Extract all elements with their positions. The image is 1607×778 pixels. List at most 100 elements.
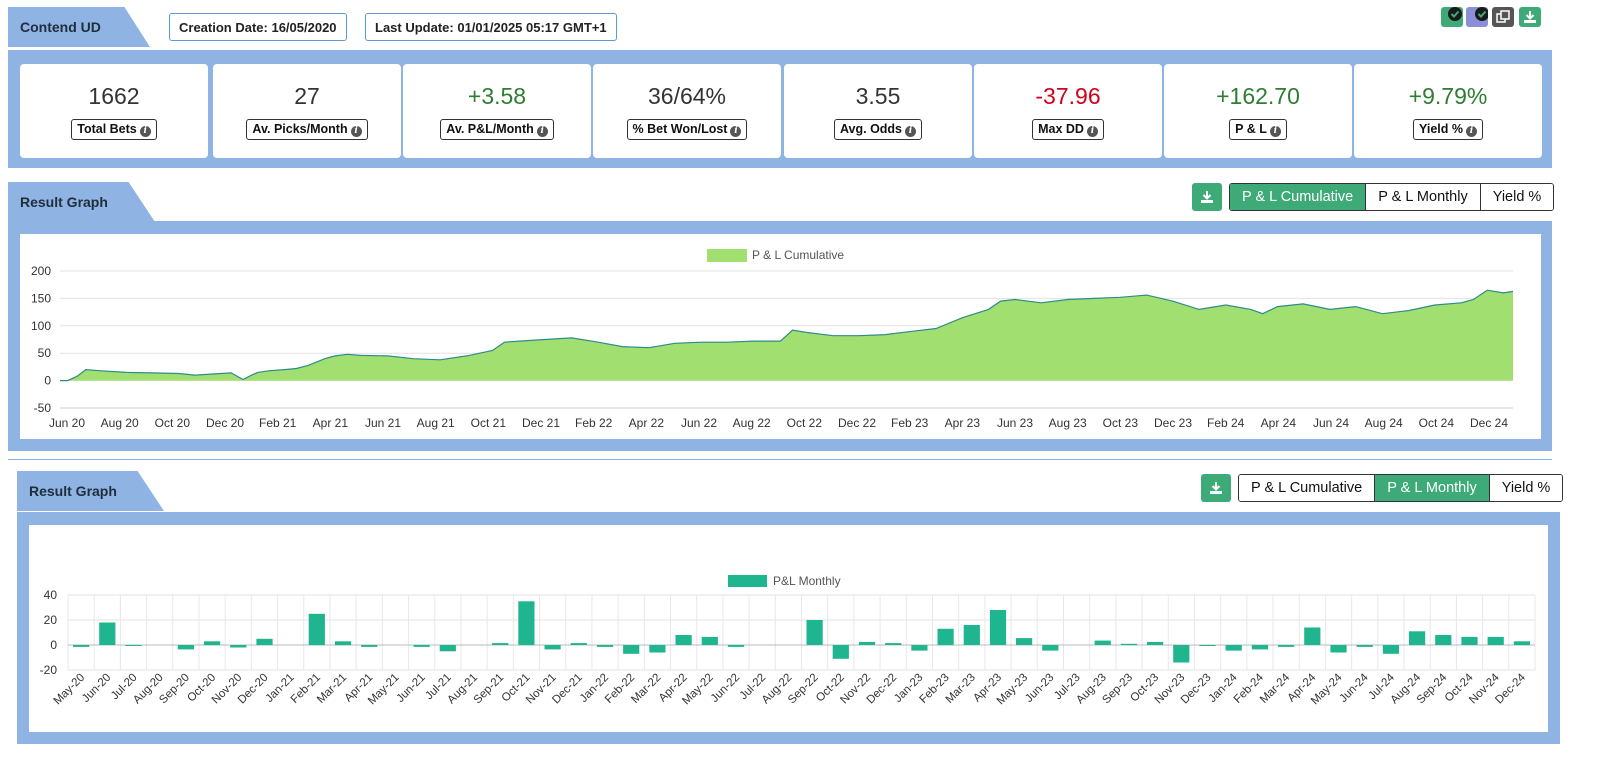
info-icon[interactable]: i (139, 126, 151, 137)
y-tick-label: 200 (31, 264, 51, 278)
stat-label[interactable]: % Bet Won/Lost i (626, 119, 748, 140)
bar (1409, 631, 1426, 646)
info-icon[interactable]: i (1269, 126, 1281, 137)
monthly-chart-svg: 40200-20May-20Jun-20Jul-20Aug-20Sep-20Oc… (40, 574, 1536, 707)
stat-label[interactable]: Av. P&L/Month i (440, 119, 554, 140)
graph2-toggle-group: P & L Cumulative P & L Monthly Yield % (1238, 474, 1564, 502)
bar (73, 645, 90, 647)
bar (649, 645, 666, 653)
tab-yield[interactable]: Yield % (1480, 184, 1554, 210)
bar (858, 641, 876, 645)
x-tick-label: Oct 22 (787, 416, 823, 430)
stat-value: +3.58 (467, 83, 527, 109)
graph1-title: Result Graph (8, 182, 155, 222)
info-icon[interactable]: i (350, 126, 362, 137)
tab-yield[interactable]: Yield % (1489, 475, 1563, 501)
bar (1199, 645, 1216, 646)
stat-card: 36/64% % Bet Won/Lost i (593, 64, 781, 158)
stat-label-text: P & L (1235, 122, 1267, 136)
x-tick-label: Oct 24 (1419, 416, 1455, 430)
x-tick-label: Apr 23 (945, 416, 981, 430)
bar (570, 643, 587, 645)
x-tick-label: Jun 21 (365, 416, 401, 430)
bar (230, 645, 247, 648)
stat-label[interactable]: Av. Picks/Month i (246, 119, 368, 140)
stat-value: 3.55 (855, 83, 901, 109)
bar (596, 645, 614, 647)
x-tick-label: Apr 22 (629, 416, 665, 430)
x-tick-label: Mar-24 (1258, 671, 1293, 706)
stat-label-text: Av. P&L/Month (446, 122, 534, 136)
check-icon[interactable] (1466, 7, 1489, 27)
x-tick-label: Dec 24 (1470, 416, 1508, 430)
legend-swatch (728, 575, 767, 587)
stat-card: +9.79% Yield % i (1354, 64, 1542, 158)
cumulative-chart: 200 150 100 50 0 -50 Jun 20 Aug 20 Oct 20 Dec 20 F… (20, 234, 1541, 439)
stat-label-text: Max DD (1038, 122, 1084, 136)
page-title: Contend UD (8, 7, 150, 47)
tab-pl-cumulative[interactable]: P & L Cumulative (1230, 184, 1367, 210)
info-icon[interactable]: i (536, 126, 548, 137)
bar (1251, 645, 1268, 650)
monthly-chart: 40 20 0 -20 May-20 Jun-20 Jul-20 Aug-20 Sep-20 Oc… (29, 525, 1548, 732)
info-icon[interactable]: i (905, 126, 917, 137)
bar (334, 641, 352, 646)
tab-pl-monthly[interactable]: P & L Monthly (1375, 475, 1490, 501)
stat-card: 27 Av. Picks/Month i (213, 64, 401, 158)
stat-card: 3.55 Avg. Odds i (784, 64, 972, 158)
graph1-toggle-group: P & L Cumulative P & L Monthly Yield % (1229, 183, 1555, 211)
creation-date: Creation Date: 16/05/2020 (169, 13, 347, 41)
bar (1435, 635, 1452, 645)
graph2-download-button[interactable] (1201, 474, 1231, 502)
bar (1356, 645, 1373, 647)
y-tick-label: 0 (50, 638, 57, 652)
x-tick-label: Sep-24 (1415, 671, 1450, 706)
stat-label[interactable]: Avg. Odds i (833, 119, 923, 140)
tab-pl-cumulative[interactable]: P & L Cumulative (1239, 475, 1376, 501)
bar (204, 641, 221, 646)
bar (623, 645, 640, 654)
bar (1042, 645, 1059, 651)
x-tick-label: Jun-24 (1337, 671, 1371, 705)
stat-value: +162.70 (1216, 83, 1300, 109)
bar (1330, 645, 1347, 653)
bar (1120, 643, 1137, 646)
y-tick-label: 150 (31, 291, 51, 305)
x-tick-label: Feb 23 (891, 416, 929, 430)
info-icon[interactable]: i (1086, 126, 1098, 137)
bar (1461, 636, 1478, 645)
pl-cumulative-line (60, 289, 1514, 382)
check-icon[interactable] (1441, 7, 1463, 27)
x-tick-label: Jun 23 (997, 416, 1033, 430)
stat-value: 27 (294, 83, 320, 109)
stat-label[interactable]: Yield % i (1413, 119, 1483, 140)
graph1-download-button[interactable] (1192, 183, 1222, 211)
stat-label-text: % Bet Won/Lost (632, 122, 728, 136)
stat-label-text: Av. Picks/Month (252, 122, 348, 136)
x-tick-label: Feb 21 (259, 416, 297, 430)
bar (963, 625, 980, 645)
x-tick-label: Aug 21 (417, 416, 455, 430)
stat-label[interactable]: Total Bets i (71, 119, 157, 140)
stat-label[interactable]: Max DD i (1032, 119, 1104, 140)
graph2-title: Result Graph (17, 471, 164, 511)
stat-card: -37.96 Max DD i (974, 64, 1162, 158)
legend-swatch (707, 249, 747, 262)
x-tick-label: Apr 21 (313, 416, 349, 430)
download-icon[interactable] (1519, 7, 1541, 27)
x-tick-label: Dec 23 (1154, 416, 1192, 430)
bar (177, 645, 194, 650)
bar (911, 645, 928, 651)
bar (806, 620, 823, 645)
bar (256, 638, 273, 646)
x-tick-label: Aug 24 (1365, 416, 1403, 430)
copy-icon[interactable] (1492, 7, 1514, 27)
info-icon[interactable]: i (730, 126, 742, 137)
y-tick-label: -50 (34, 401, 52, 415)
x-tick-label: Oct 23 (1103, 416, 1139, 430)
tab-pl-monthly[interactable]: P & L Monthly (1366, 184, 1481, 210)
info-icon[interactable]: i (1466, 126, 1477, 137)
bar (701, 636, 718, 645)
stat-card: 1662 Total Bets i (20, 64, 208, 158)
